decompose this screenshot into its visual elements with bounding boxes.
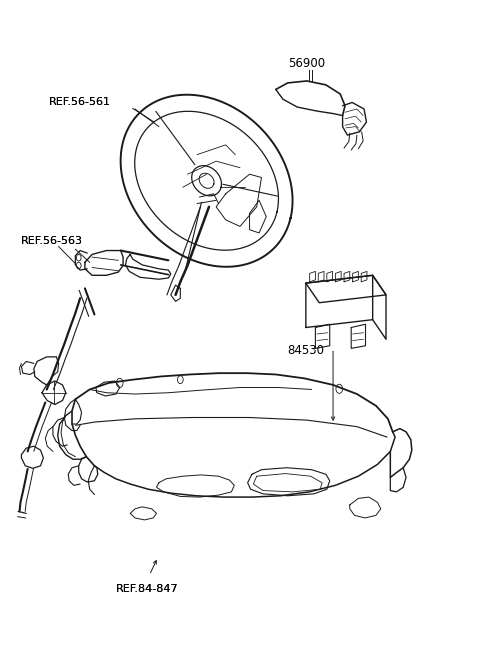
Text: 56900: 56900 [288, 57, 325, 70]
Text: REF.56-561: REF.56-561 [49, 97, 111, 107]
Text: REF.84-847: REF.84-847 [116, 584, 179, 593]
Text: REF.56-563: REF.56-563 [21, 236, 83, 246]
Text: REF.56-563: REF.56-563 [21, 236, 83, 246]
Text: REF.56-561: REF.56-561 [49, 97, 111, 107]
Text: 84530: 84530 [288, 344, 325, 357]
Text: REF.84-847: REF.84-847 [116, 584, 179, 593]
